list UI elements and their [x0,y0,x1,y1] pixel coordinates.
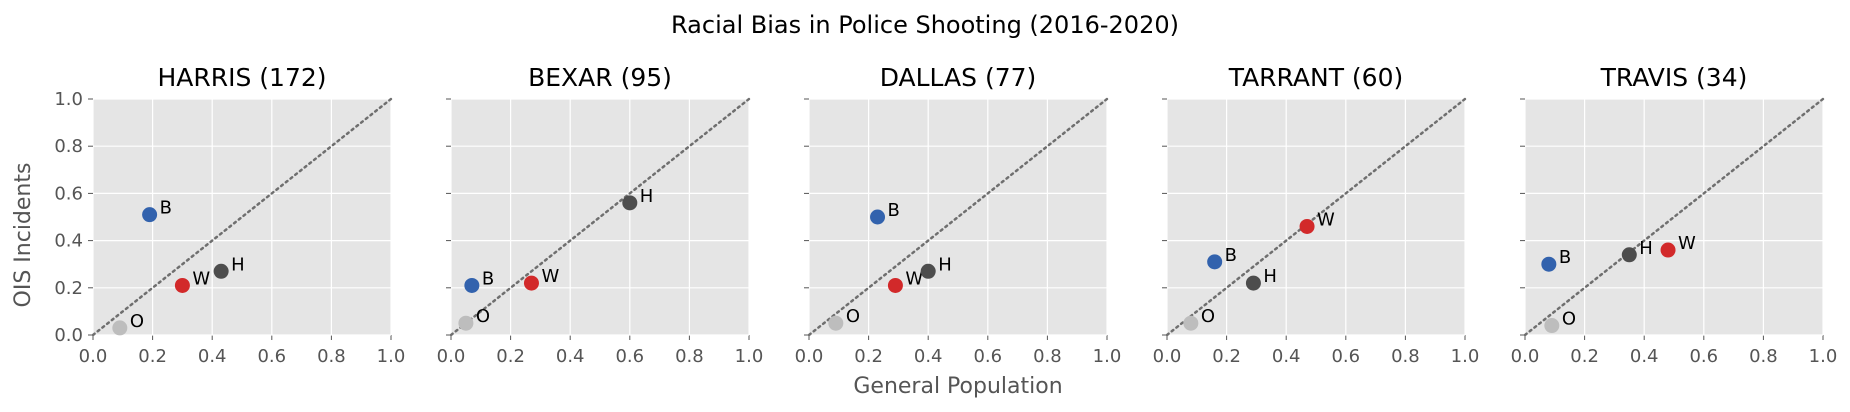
point-W [1660,242,1676,258]
x-tick-label: 0.2 [1212,346,1241,367]
x-tick-label: 0.6 [615,346,644,367]
point-label-W: W [1678,233,1696,254]
point-H [920,263,936,279]
panel-2: 0.0 0.2 0.4 0.6 0.8 1.0 DALLAS (77) B WH O [795,63,1122,367]
panels: 0.0 0.2 0.4 0.6 0.8 1.0 0.0 0.2 0.4 0.6 0.8 1.0 HARR… [54,63,1837,367]
point-label-H: H [231,254,245,275]
x-tick-label: 0.0 [1511,346,1540,367]
point-H [622,195,638,211]
x-tick-label: 0.8 [317,346,346,367]
point-O [458,315,474,331]
x-tick-label: 0.8 [1749,346,1778,367]
point-H [1621,247,1637,263]
point-label-O: O [846,306,860,327]
parity-line [807,97,1109,337]
x-tick-label: 0.4 [914,346,943,367]
x-tick-label: 0.6 [1331,346,1360,367]
point-B [870,209,886,225]
panel-4: 0.0 0.2 0.4 0.6 0.8 1.0 TRAVIS (34) B W H O [1511,63,1838,367]
x-tick-label: 0.2 [138,346,167,367]
point-W [174,277,190,293]
point-B [1207,254,1223,270]
point-label-W: W [192,268,210,289]
point-label-H: H [938,254,952,275]
y-axis-label: OIS Incidents [11,163,36,308]
point-B [142,207,158,223]
panel-1: 0.0 0.2 0.4 0.6 0.8 1.0 BEXAR (95) B W H O [437,63,764,367]
point-label-B: B [482,268,494,289]
point-label-O: O [476,306,490,327]
y-tick-label: 0.2 [54,278,83,299]
x-tick-label: 0.0 [79,346,108,367]
point-W [1299,218,1315,234]
point-O [112,320,128,336]
x-tick-label: 0.6 [973,346,1002,367]
point-label-B: B [160,198,172,219]
panel-title: DALLAS (77) [880,63,1037,92]
point-O [1544,318,1560,334]
panel-title: TARRANT (60) [1228,63,1404,92]
point-label-W: W [905,268,923,289]
y-tick-label: 0.0 [54,325,83,346]
x-tick-label: 0.4 [1630,346,1659,367]
point-label-B: B [1225,245,1237,266]
parity-line [449,97,751,337]
x-tick-label: 0.2 [1570,346,1599,367]
x-tick-label: 1.0 [1809,346,1838,367]
panel-title: TRAVIS (34) [1600,63,1748,92]
point-label-W: W [541,266,559,287]
point-B [1541,256,1557,272]
x-tick-label: 0.2 [854,346,883,367]
x-tick-label: 0.8 [1033,346,1062,367]
parity-line [1165,97,1467,337]
x-tick-label: 1.0 [735,346,764,367]
point-label-O: O [130,311,144,332]
x-tick-label: 0.4 [1272,346,1301,367]
y-tick-label: 0.6 [54,183,83,204]
x-tick-label: 0.6 [1689,346,1718,367]
x-tick-label: 1.0 [1451,346,1480,367]
point-label-O: O [1562,309,1576,330]
point-label-W: W [1317,209,1335,230]
point-O [828,315,844,331]
point-label-B: B [888,200,900,221]
y-tick-label: 0.8 [54,136,83,157]
point-B [464,277,480,293]
point-W [887,277,903,293]
point-label-B: B [1559,247,1571,268]
x-tick-label: 0.4 [198,346,227,367]
point-W [523,275,539,291]
x-tick-label: 0.4 [556,346,585,367]
point-H [1245,275,1261,291]
panel-title: BEXAR (95) [528,63,672,92]
point-label-H: H [1263,266,1277,287]
x-tick-label: 0.8 [1391,346,1420,367]
x-tick-label: 1.0 [377,346,406,367]
x-tick-label: 0.6 [257,346,286,367]
point-label-H: H [1639,238,1653,259]
x-tick-label: 0.0 [437,346,466,367]
x-tick-label: 0.0 [1153,346,1182,367]
x-tick-label: 0.8 [675,346,704,367]
parity-line [1523,97,1825,337]
x-axis-label: General Population [853,374,1062,399]
y-tick-label: 1.0 [54,89,83,110]
x-tick-label: 0.0 [795,346,824,367]
parity-line [91,97,393,337]
point-label-O: O [1201,306,1215,327]
panel-title: HARRIS (172) [157,63,326,92]
x-tick-label: 0.2 [496,346,525,367]
figure-title: Racial Bias in Police Shooting (2016-202… [671,11,1179,39]
panel-3: 0.0 0.2 0.4 0.6 0.8 1.0 TARRANT (60) B W H O [1153,63,1480,367]
panel-0: 0.0 0.2 0.4 0.6 0.8 1.0 0.0 0.2 0.4 0.6 0.8 1.0 HARR… [54,63,405,367]
x-tick-label: 1.0 [1093,346,1122,367]
point-O [1183,315,1199,331]
point-label-H: H [640,186,654,207]
point-H [213,263,229,279]
y-tick-label: 0.4 [54,231,83,252]
